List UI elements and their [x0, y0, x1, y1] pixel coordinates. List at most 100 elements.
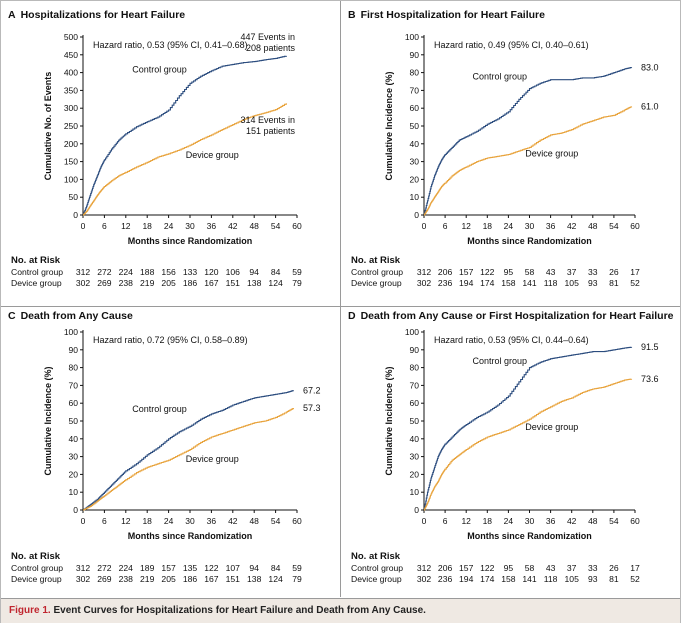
y-tick-label: 150	[64, 157, 78, 167]
control-risk-value: 58	[525, 267, 535, 277]
control-risk-value: 189	[140, 563, 155, 573]
device-end-value: 57.3	[303, 403, 321, 413]
control-risk-label: Control group	[11, 563, 63, 573]
device-risk-value: 151	[226, 278, 241, 288]
y-tick-label: 60	[410, 398, 420, 408]
x-tick-label: 24	[164, 221, 174, 231]
device-risk-value: 167	[204, 278, 219, 288]
x-tick-label: 18	[483, 221, 493, 231]
y-tick-label: 80	[69, 363, 79, 373]
device-risk-value: 302	[417, 574, 432, 584]
y-axis-label: Cumulative Incidence (%)	[43, 366, 53, 475]
x-tick-label: 18	[483, 516, 493, 526]
device-risk-value: 167	[204, 574, 219, 584]
hazard-ratio-text: Hazard ratio, 0.53 (95% CI, 0.44–0.64)	[434, 335, 589, 345]
control-risk-value: 122	[480, 563, 495, 573]
y-tick-label: 300	[64, 103, 78, 113]
control-risk-value: 94	[249, 563, 259, 573]
control-risk-value: 272	[97, 267, 112, 277]
device-events-note: 314 Events in	[240, 115, 295, 125]
control-risk-value: 95	[504, 267, 514, 277]
control-risk-value: 312	[417, 267, 432, 277]
device-risk-value: 138	[247, 278, 262, 288]
control-end-value: 83.0	[641, 62, 659, 72]
control-end-value: 91.5	[641, 342, 659, 352]
x-tick-label: 6	[102, 516, 107, 526]
y-tick-label: 70	[69, 380, 79, 390]
x-tick-label: 42	[567, 516, 577, 526]
y-tick-label: 50	[410, 121, 420, 131]
control-risk-value: 17	[630, 563, 640, 573]
x-tick-label: 6	[102, 221, 107, 231]
control-risk-value: 188	[140, 267, 155, 277]
panel-title-text: Death from Any Cause	[21, 310, 133, 322]
x-tick-label: 30	[185, 516, 195, 526]
x-tick-label: 24	[504, 221, 514, 231]
device-risk-value: 269	[97, 574, 112, 584]
control-risk-value: 135	[183, 563, 198, 573]
device-risk-value: 186	[183, 278, 198, 288]
device-risk-value: 118	[544, 574, 558, 584]
device-risk-value: 158	[501, 278, 516, 288]
control-risk-value: 33	[588, 267, 598, 277]
control-risk-value: 224	[119, 563, 134, 573]
control-risk-value: 206	[438, 563, 453, 573]
y-tick-label: 100	[405, 327, 419, 337]
x-tick-label: 0	[81, 516, 86, 526]
control-group-label: Control group	[473, 356, 528, 366]
y-tick-label: 0	[414, 210, 419, 220]
x-tick-label: 36	[546, 221, 556, 231]
panel-title-text: Death from Any Cause or First Hospitaliz…	[361, 310, 674, 322]
device-end-value: 61.0	[641, 101, 659, 111]
panel-title-text: Hospitalizations for Heart Failure	[21, 9, 186, 21]
x-tick-label: 6	[443, 516, 448, 526]
panel-title: A Hospitalizations for Heart Failure	[8, 9, 185, 21]
x-tick-label: 24	[164, 516, 174, 526]
panel-b: B First Hospitalization for Heart Failure…	[348, 9, 659, 288]
at-risk-header: No. at Risk	[351, 255, 401, 266]
control-events-note: 447 Events in	[240, 32, 295, 42]
control-risk-value: 33	[588, 563, 598, 573]
x-tick-label: 24	[504, 516, 514, 526]
device-end-value: 73.6	[641, 374, 659, 384]
device-risk-value: 124	[268, 278, 283, 288]
x-tick-label: 54	[271, 516, 281, 526]
x-tick-label: 6	[443, 221, 448, 231]
x-tick-label: 42	[228, 221, 238, 231]
control-risk-value: 17	[630, 267, 640, 277]
control-risk-value: 133	[183, 267, 198, 277]
y-tick-label: 40	[410, 139, 420, 149]
x-tick-label: 36	[207, 516, 217, 526]
y-axis-label: Cumulative Incidence (%)	[384, 366, 394, 475]
control-risk-value: 95	[504, 563, 514, 573]
y-tick-label: 70	[410, 380, 420, 390]
caption-label: Figure 1.	[9, 605, 51, 616]
hazard-ratio-text: Hazard ratio, 0.49 (95% CI, 0.40–0.61)	[434, 40, 589, 50]
control-group-label: Control group	[132, 404, 187, 414]
control-risk-label: Control group	[11, 267, 63, 277]
panel-letter: D	[348, 310, 356, 322]
panel-title: B First Hospitalization for Heart Failure	[348, 9, 545, 21]
device-group-label: Device group	[525, 422, 578, 432]
device-risk-value: 174	[480, 278, 495, 288]
y-tick-label: 450	[64, 50, 78, 60]
device-risk-value: 79	[292, 278, 302, 288]
device-events-note: 151 patients	[246, 126, 296, 136]
device-series-line	[424, 106, 633, 216]
y-tick-label: 100	[64, 174, 78, 184]
control-group-label: Control group	[473, 72, 528, 82]
x-tick-label: 30	[185, 221, 195, 231]
control-risk-value: 58	[525, 563, 535, 573]
panel-letter: B	[348, 9, 356, 21]
y-axis-label: Cumulative No. of Events	[43, 72, 53, 181]
device-risk-label: Device group	[351, 574, 402, 584]
x-tick-label: 42	[228, 516, 238, 526]
control-series-line	[83, 390, 294, 511]
y-tick-label: 80	[410, 68, 420, 78]
control-risk-value: 312	[76, 563, 91, 573]
y-tick-label: 60	[69, 398, 79, 408]
device-risk-label: Device group	[11, 574, 62, 584]
control-end-value: 67.2	[303, 385, 321, 395]
y-tick-label: 50	[69, 416, 79, 426]
